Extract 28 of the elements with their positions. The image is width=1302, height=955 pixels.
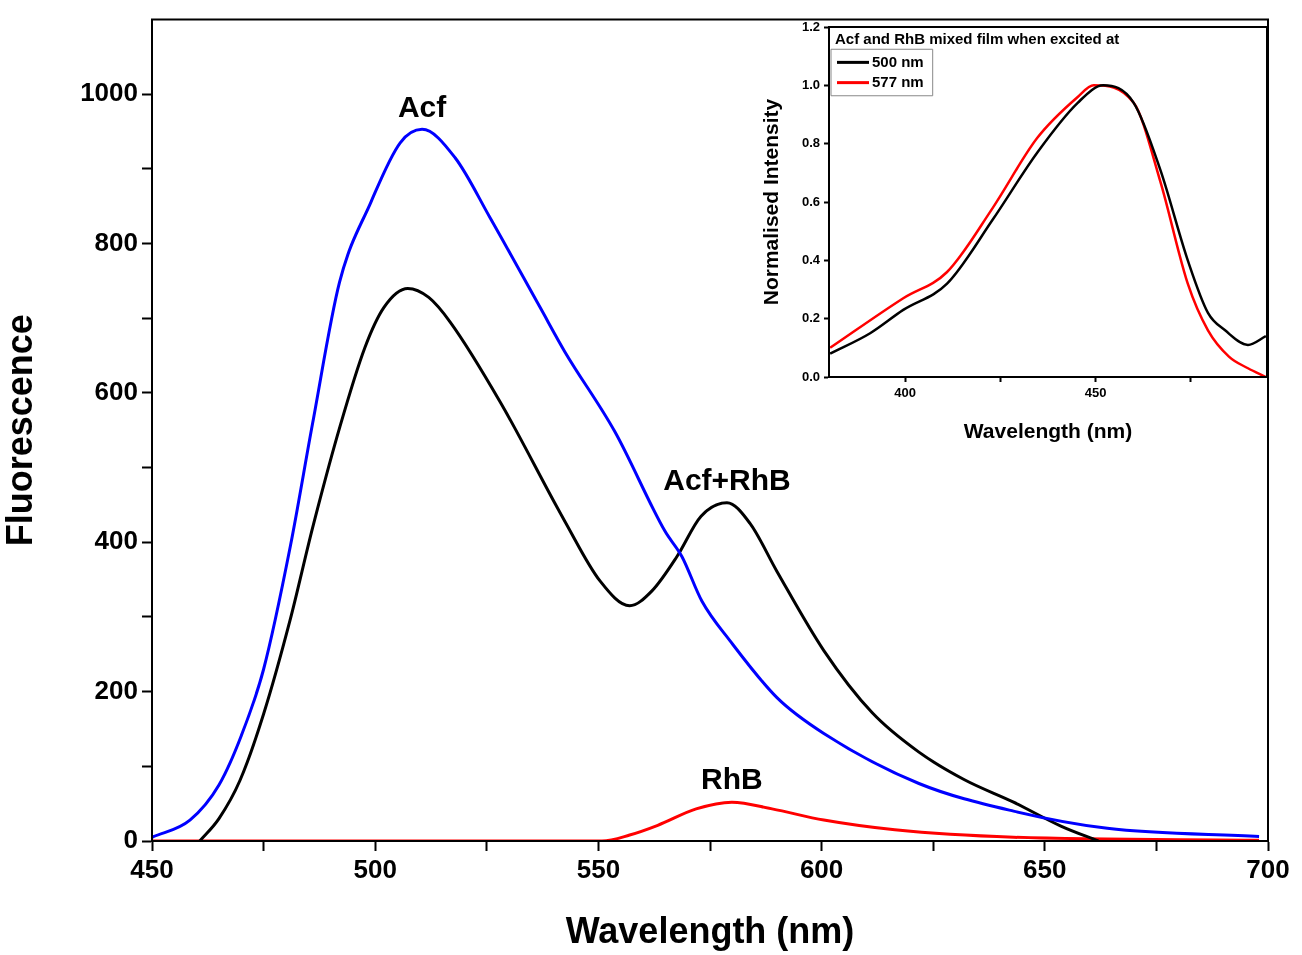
y-tick-label: 0.2 <box>801 310 820 326</box>
x-tick-label: 550 <box>576 853 621 884</box>
legend-label: 577 nm <box>872 72 924 90</box>
legend-label: 500 nm <box>872 52 924 70</box>
series-label: Acf <box>397 89 448 123</box>
y-tick-label: 1000 <box>80 77 138 108</box>
x-axis-title: Wavelength (nm) <box>565 910 855 952</box>
y-tick-label: 200 <box>94 674 138 705</box>
x-tick-label: 450 <box>130 853 174 884</box>
x-tick-label: 500 <box>353 853 397 884</box>
y-tick-label: 0.8 <box>801 135 820 151</box>
x-axis-title: Wavelength (nm) <box>963 419 1133 443</box>
y-tick-label: 0.0 <box>801 368 820 384</box>
y-tick-label: 400 <box>94 525 138 556</box>
series-label: Acf+RhB <box>663 463 791 496</box>
y-tick-label: 0.6 <box>801 193 820 209</box>
series-label: RhB <box>701 762 763 796</box>
y-tick-label: 800 <box>94 226 138 257</box>
y-axis-title: Fluorescence <box>0 314 40 547</box>
x-tick-label: 650 <box>1023 853 1067 884</box>
y-tick-label: 1.2 <box>801 18 820 34</box>
y-tick-label: 0.4 <box>801 251 821 267</box>
y-tick-label: 1.0 <box>801 76 820 92</box>
legend-title: Acf and RhB mixed film when excited at <box>835 30 1120 48</box>
x-tick-label: 700 <box>1246 853 1290 884</box>
y-tick-label: 0 <box>123 824 138 855</box>
y-axis-title: Normalised Intensity <box>759 98 783 306</box>
x-tick-label: 450 <box>1084 385 1107 401</box>
